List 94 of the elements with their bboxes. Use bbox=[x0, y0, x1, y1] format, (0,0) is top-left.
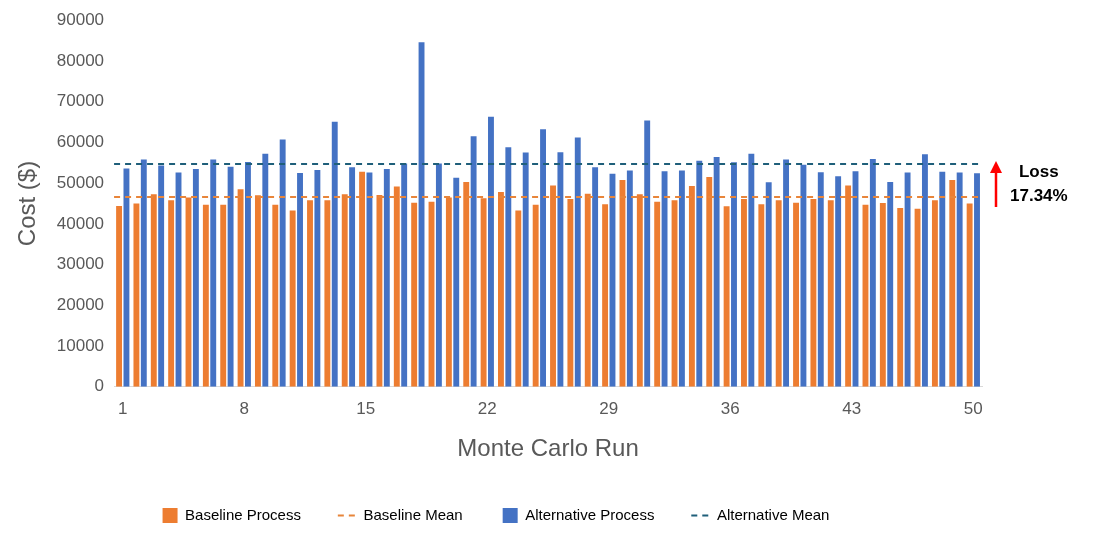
bar bbox=[279, 139, 286, 387]
bar bbox=[879, 203, 886, 387]
bar bbox=[411, 202, 418, 387]
bar bbox=[297, 172, 303, 387]
bar bbox=[869, 159, 876, 387]
bar bbox=[435, 163, 442, 387]
bar bbox=[793, 202, 799, 387]
bar bbox=[897, 207, 904, 387]
bar bbox=[775, 200, 782, 387]
x-tick-label: 50 bbox=[963, 398, 983, 418]
bar bbox=[522, 152, 529, 387]
bar bbox=[540, 129, 546, 387]
bar bbox=[904, 172, 911, 387]
bar bbox=[731, 162, 737, 387]
y-tick-label: 90000 bbox=[56, 9, 105, 29]
bar bbox=[532, 204, 539, 387]
y-tick-label: 60000 bbox=[56, 132, 105, 152]
y-tick-label: 20000 bbox=[56, 295, 105, 315]
bar bbox=[245, 161, 251, 387]
bar bbox=[202, 204, 209, 387]
x-tick-label: 15 bbox=[356, 398, 376, 418]
y-tick-label: 0 bbox=[94, 376, 105, 396]
y-tick-label: 50000 bbox=[56, 172, 105, 192]
bar bbox=[914, 208, 921, 387]
bar bbox=[654, 201, 661, 387]
bar bbox=[314, 170, 321, 387]
legend-label: Alternative Process bbox=[525, 505, 655, 523]
bar bbox=[974, 173, 980, 387]
bar bbox=[262, 153, 269, 387]
bar bbox=[835, 176, 842, 387]
bar bbox=[505, 147, 512, 387]
bar bbox=[574, 137, 581, 387]
bar bbox=[307, 200, 313, 387]
y-tick-label: 70000 bbox=[56, 91, 105, 111]
bar bbox=[827, 200, 834, 387]
bar bbox=[765, 182, 772, 387]
bar bbox=[713, 157, 720, 387]
legend-label: Alternative Mean bbox=[716, 505, 830, 523]
bar bbox=[602, 204, 609, 387]
bar bbox=[939, 171, 946, 387]
bar bbox=[331, 121, 338, 387]
text: Loss 17.34% bbox=[1010, 161, 1068, 207]
bar bbox=[748, 153, 755, 387]
bar bbox=[116, 205, 123, 387]
bar bbox=[661, 171, 668, 387]
bar bbox=[289, 210, 296, 387]
bar bbox=[133, 203, 140, 387]
bar bbox=[349, 167, 356, 387]
bar bbox=[817, 172, 824, 387]
legend-label: Baseline Mean bbox=[363, 505, 463, 523]
bar bbox=[931, 200, 938, 387]
bar bbox=[123, 168, 130, 387]
bar bbox=[210, 159, 217, 387]
x-tick-label: 29 bbox=[599, 398, 619, 418]
bar bbox=[515, 210, 522, 387]
bar bbox=[140, 159, 147, 387]
bar bbox=[158, 165, 165, 387]
y-tick-label: 40000 bbox=[56, 213, 105, 233]
bar bbox=[227, 166, 234, 387]
bar bbox=[921, 154, 928, 387]
y-axis-title: Cost ($) bbox=[13, 160, 41, 247]
bar bbox=[272, 204, 279, 387]
legend-label: Baseline Process bbox=[185, 505, 301, 523]
bar bbox=[696, 160, 703, 387]
bar bbox=[324, 200, 331, 387]
bar bbox=[401, 163, 408, 387]
bar bbox=[557, 152, 564, 387]
bar bbox=[470, 136, 477, 387]
bar bbox=[383, 168, 390, 387]
bar bbox=[592, 167, 599, 387]
bar bbox=[723, 206, 730, 387]
bar bbox=[220, 204, 227, 387]
y-tick-label: 10000 bbox=[56, 335, 105, 355]
x-tick-label: 8 bbox=[239, 398, 249, 418]
bar bbox=[626, 170, 633, 387]
bar bbox=[887, 181, 894, 387]
x-tick-label: 1 bbox=[118, 398, 128, 418]
bar bbox=[644, 120, 651, 387]
bar bbox=[758, 204, 765, 387]
x-tick-label: 22 bbox=[477, 398, 497, 418]
x-tick-label: 36 bbox=[720, 398, 740, 418]
bar bbox=[956, 172, 963, 387]
bar bbox=[966, 203, 973, 387]
bar bbox=[678, 170, 685, 387]
bar bbox=[488, 116, 494, 387]
bar bbox=[168, 200, 175, 387]
bar bbox=[783, 159, 790, 387]
bar bbox=[453, 177, 460, 387]
x-axis-title: Monte Carlo Run bbox=[457, 434, 639, 462]
y-tick-label: 30000 bbox=[56, 254, 105, 274]
x-tick-label: 43 bbox=[842, 398, 862, 418]
y-tick-label: 80000 bbox=[56, 50, 105, 70]
bar bbox=[800, 164, 807, 387]
bar bbox=[192, 168, 199, 387]
